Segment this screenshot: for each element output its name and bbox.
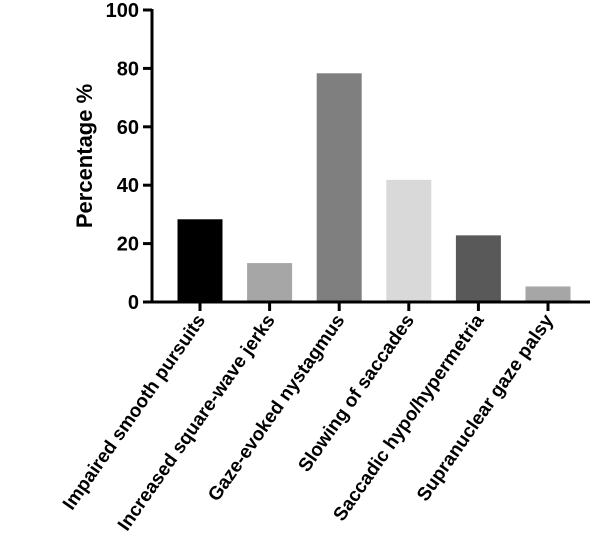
y-tick-label: 100 xyxy=(106,0,139,22)
bar xyxy=(454,234,502,303)
bars-group xyxy=(176,72,572,303)
y-tick-label: 40 xyxy=(117,175,139,197)
axes-group xyxy=(150,9,590,304)
y-ticks-group: 0 20 40 60 80 100 xyxy=(106,0,152,314)
x-ticks-group xyxy=(198,302,550,311)
y-axis-title: Percentage % xyxy=(72,84,97,228)
y-tick-label: 0 xyxy=(128,292,139,314)
bar xyxy=(315,72,363,303)
y-tick-label: 80 xyxy=(117,58,139,80)
bar xyxy=(385,178,433,303)
bar xyxy=(246,262,294,303)
x-category-label: Supranuclear gaze palsy xyxy=(413,310,558,505)
x-category-label: Impaired smooth pursuits xyxy=(59,311,210,514)
bar xyxy=(176,218,224,303)
bar xyxy=(524,285,572,303)
y-tick-label: 20 xyxy=(117,234,139,256)
y-tick-label: 60 xyxy=(117,117,139,139)
x-category-label: Slowing of saccades xyxy=(294,311,418,476)
x-category-label: Gaze-evoked nystagmus xyxy=(204,311,349,506)
